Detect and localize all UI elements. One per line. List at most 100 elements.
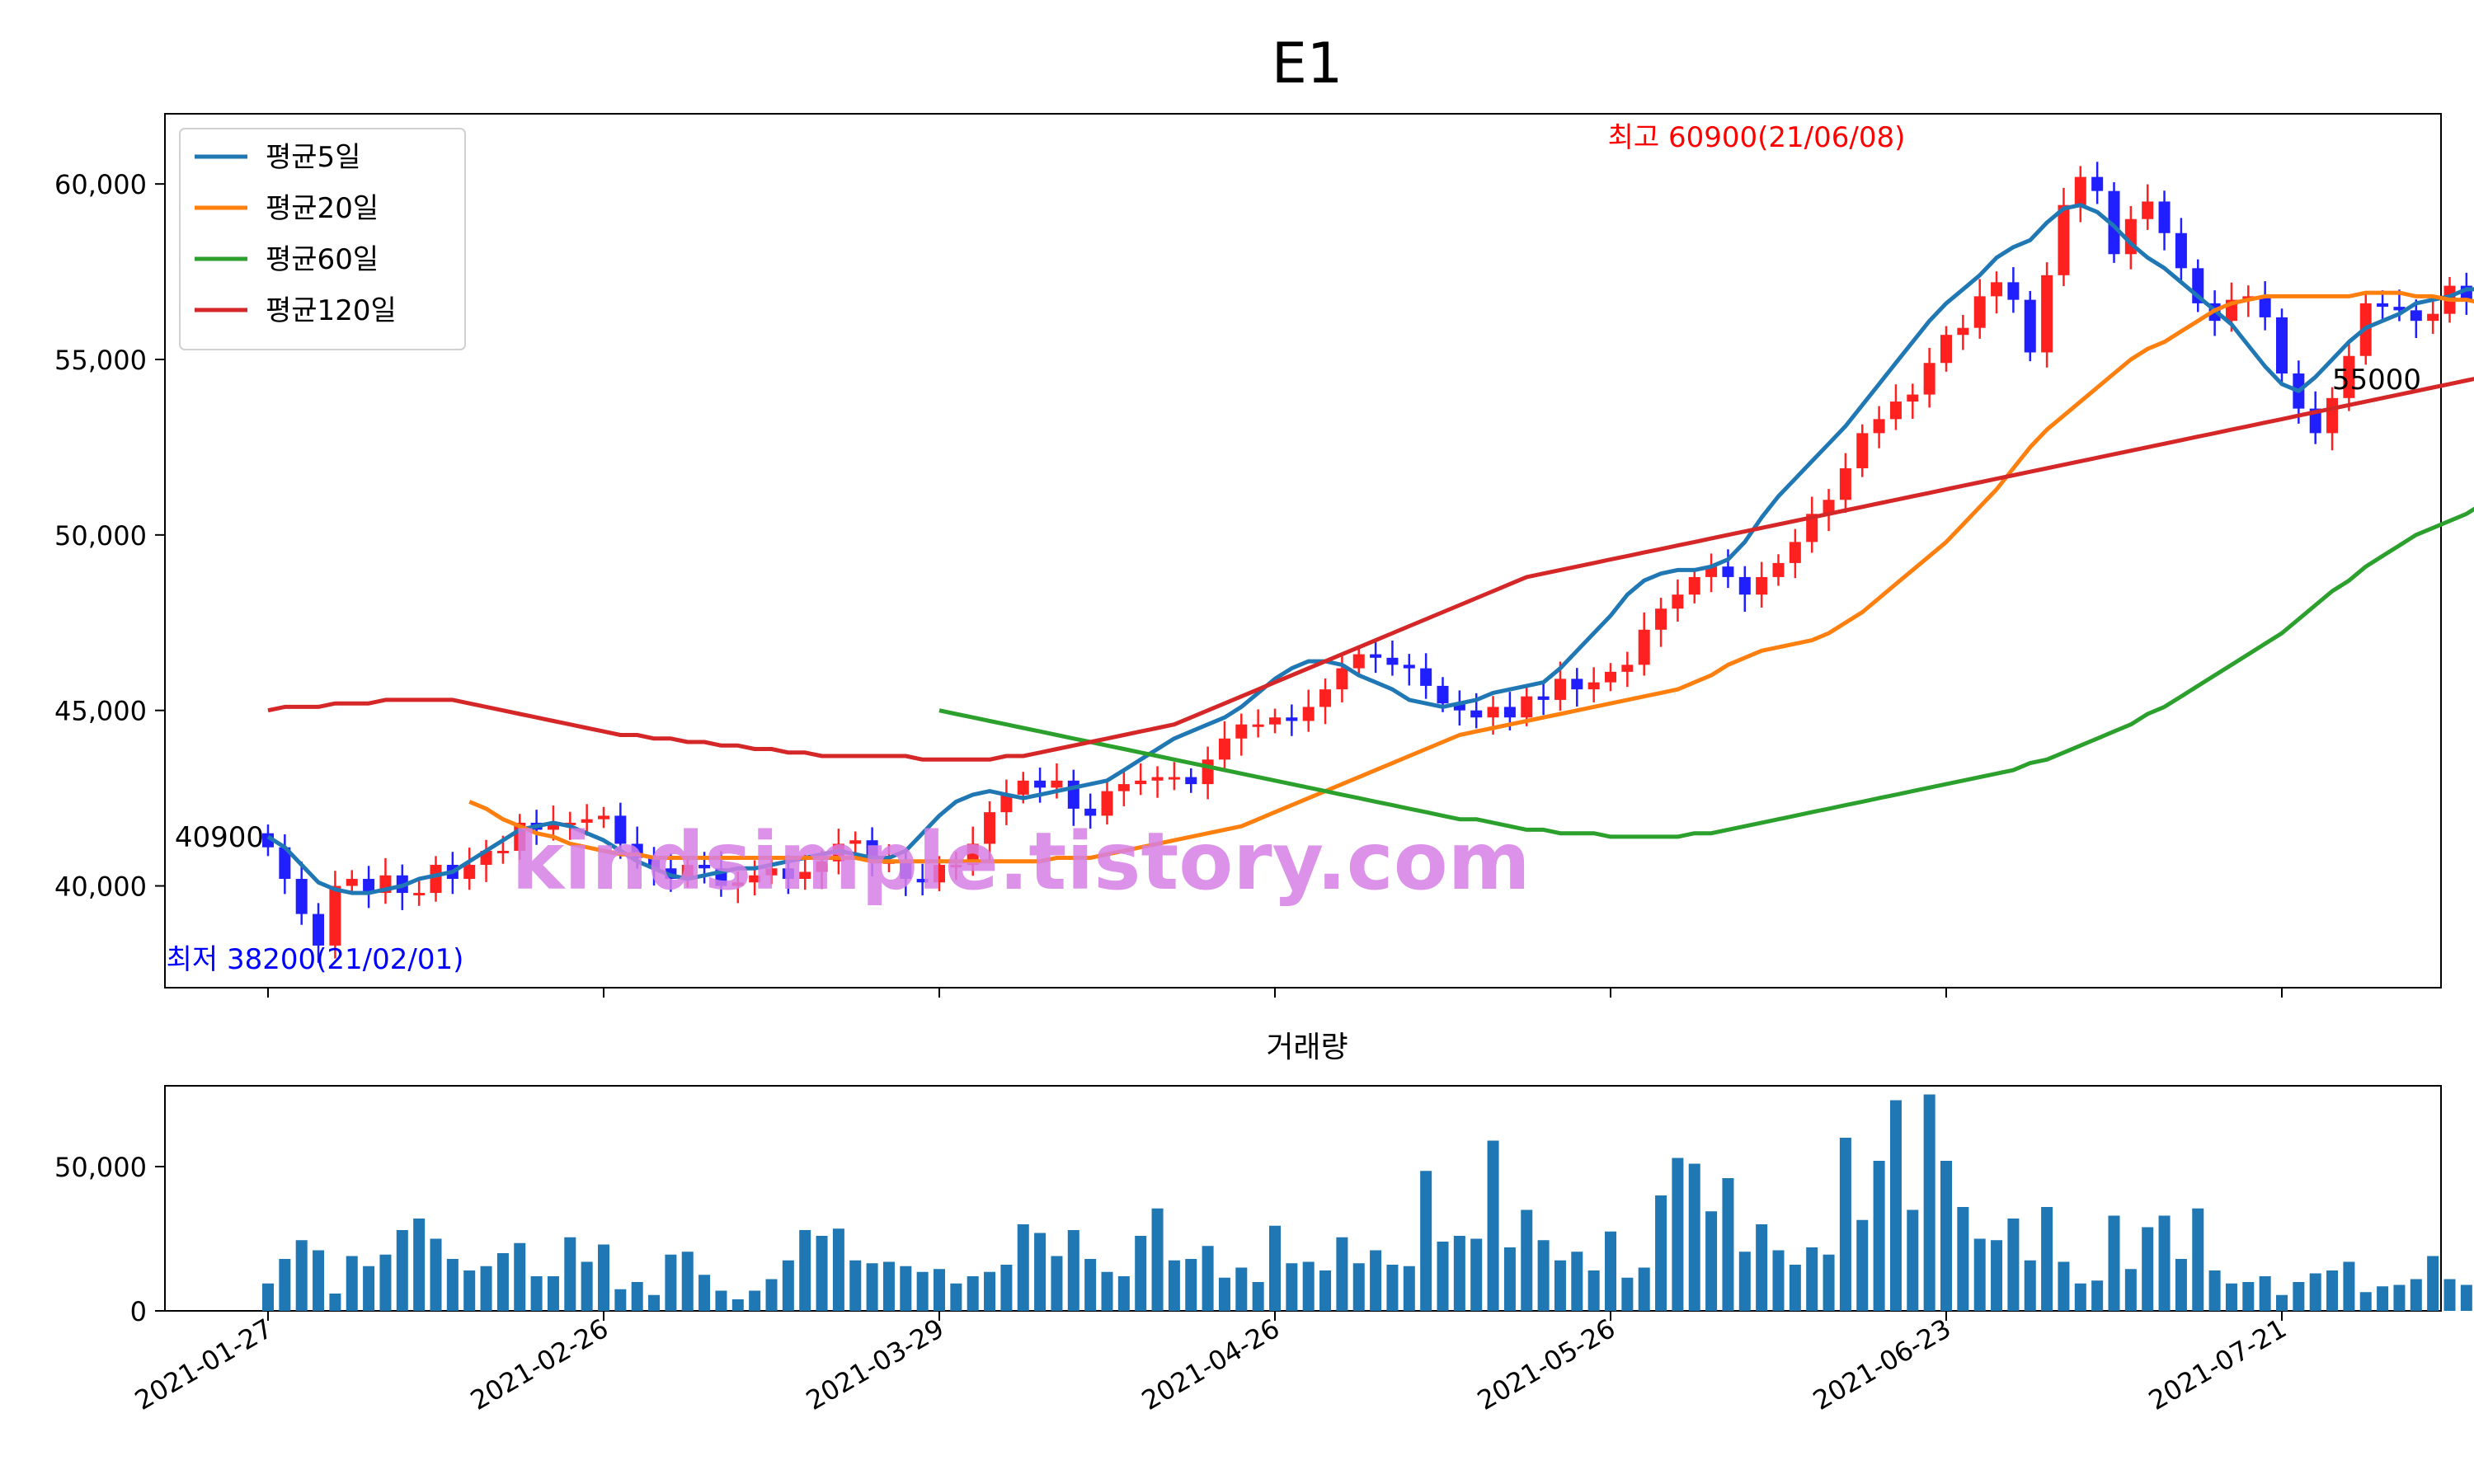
volume-bar [832, 1228, 844, 1311]
candle-body [1117, 784, 1130, 791]
candle-body [313, 913, 325, 946]
volume-bar [1554, 1260, 1566, 1311]
candlestick-series [262, 162, 2472, 963]
volume-bar [984, 1271, 996, 1311]
volume-y-tick-label: 0 [130, 1296, 147, 1327]
volume-bar [1185, 1259, 1197, 1311]
volume-bar [1437, 1242, 1449, 1311]
volume-y-axis: 0 50,000 [54, 1152, 165, 1327]
volume-bar [1218, 1277, 1230, 1311]
candle-body [2058, 204, 2070, 275]
volume-bar [1688, 1163, 1700, 1311]
low-price-annotation: 최저 38200(21/02/01) [167, 943, 464, 976]
candle-body [1554, 679, 1566, 700]
volume-bar [2343, 1261, 2355, 1311]
legend-label-ma5: 평균5일 [266, 141, 360, 174]
legend-box [179, 128, 466, 350]
candle-body [731, 882, 744, 886]
volume-bar [1453, 1236, 1465, 1311]
candle-body [2410, 310, 2422, 322]
volume-bar [1923, 1094, 1935, 1311]
ma5-line [266, 203, 2474, 895]
volume-bar [2259, 1276, 2271, 1311]
volume-bar [598, 1244, 609, 1311]
volume-bar [681, 1252, 694, 1311]
candle-body [1839, 467, 1851, 500]
candle-body [430, 865, 442, 894]
volume-bar [1470, 1238, 1483, 1311]
volume-bar [715, 1290, 727, 1311]
candle-body [2326, 397, 2339, 434]
candle-body [2142, 201, 2154, 219]
candle-body [681, 865, 694, 880]
last-close-annotation: 55000 [2332, 364, 2421, 397]
candle-body [1923, 363, 1935, 395]
volume-bar [665, 1254, 677, 1311]
candle-body [2393, 307, 2406, 311]
volume-bar [2443, 1279, 2456, 1311]
volume-bar [1269, 1225, 1281, 1311]
candle-body [1487, 707, 1499, 718]
volume-bar [2276, 1294, 2288, 1311]
candle-body [1621, 665, 1634, 672]
volume-bar [934, 1269, 945, 1311]
volume-bar [816, 1236, 828, 1311]
candle-body [1638, 629, 1650, 665]
candle-body [1000, 794, 1013, 813]
volume-bar [1806, 1247, 1818, 1311]
volume-bar [1034, 1233, 1047, 1311]
volume-bar [547, 1276, 559, 1311]
candle-body [1470, 710, 1483, 718]
volume-bar [614, 1289, 627, 1311]
candle-body [1655, 608, 1667, 630]
volume-bar [1672, 1158, 1684, 1311]
volume-bar [967, 1276, 979, 1311]
candle-body [2007, 282, 2020, 300]
volume-bar [2225, 1283, 2237, 1311]
volume-bar [2309, 1273, 2321, 1311]
legend-label-ma20: 평균20일 [266, 192, 379, 225]
volume-bar [1420, 1171, 1432, 1311]
candle-body [934, 865, 945, 883]
candle-body [1352, 654, 1365, 669]
chart-title: E1 [1272, 31, 1343, 96]
volume-bar [413, 1219, 426, 1311]
candle-body [1856, 433, 1869, 468]
candle-body [1873, 419, 1885, 434]
volume-bar [782, 1260, 794, 1311]
ma20-line [468, 290, 2474, 864]
candle-body [1403, 665, 1415, 669]
volume-bar [1973, 1238, 1986, 1311]
candle-body [1218, 738, 1230, 760]
volume-bar [2158, 1215, 2171, 1311]
volume-bar [2192, 1208, 2204, 1311]
volume-bar [1386, 1265, 1399, 1311]
volume-bar [648, 1294, 661, 1311]
volume-bar [1722, 1178, 1734, 1311]
candle-body [2091, 176, 2104, 191]
candle-body [2108, 190, 2120, 255]
candle-body [1940, 335, 1952, 364]
candle-body [2276, 317, 2288, 374]
volume-bar [379, 1254, 392, 1311]
volume-bar [1017, 1224, 1029, 1311]
candle-body [329, 885, 341, 946]
candle-body [749, 875, 761, 883]
candle-body [1537, 696, 1550, 700]
ma120-line [267, 377, 2474, 762]
volume-bar [1587, 1270, 1600, 1311]
candle-body [2175, 232, 2187, 269]
volume-bar [2359, 1292, 2372, 1311]
candle-body [279, 847, 291, 880]
candle-body [1386, 657, 1399, 665]
candle-body [1889, 402, 1902, 420]
candle-body [564, 822, 576, 825]
volume-bar [1873, 1161, 1885, 1311]
watermark-text: kindsimple.tistory.com [511, 815, 1530, 908]
price-y-tick-label: 60,000 [54, 169, 147, 200]
volume-bar [2041, 1207, 2053, 1311]
volume-bar [1621, 1277, 1634, 1311]
volume-bar [849, 1260, 862, 1311]
volume-bar [1638, 1267, 1650, 1311]
price-y-tick-label: 45,000 [54, 696, 147, 727]
